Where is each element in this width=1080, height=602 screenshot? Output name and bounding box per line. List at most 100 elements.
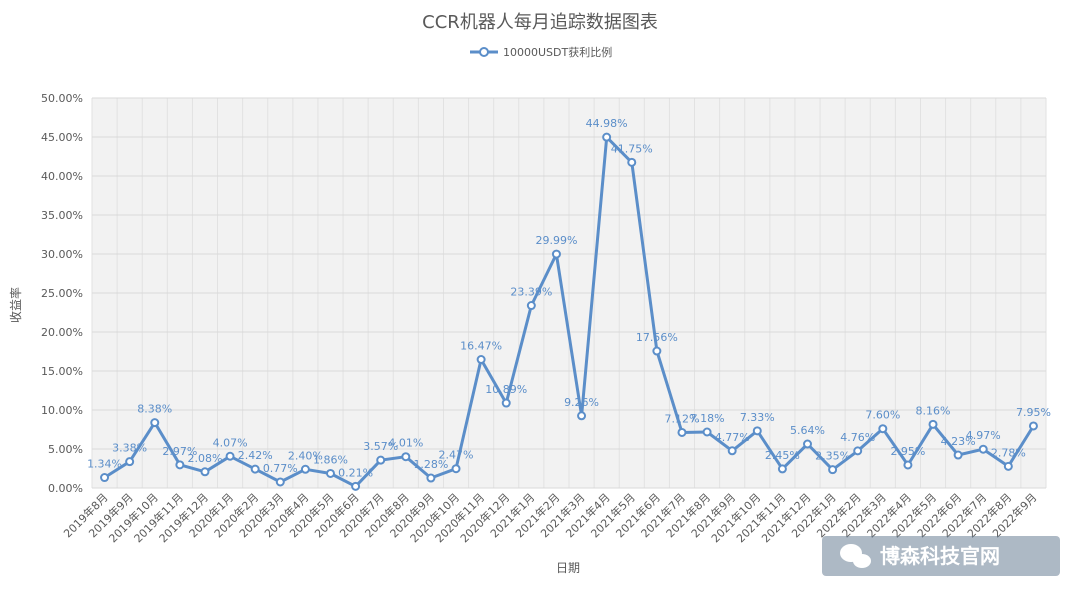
data-point <box>702 427 712 437</box>
data-point <box>803 439 812 449</box>
data-label: 4.01% <box>388 437 423 450</box>
y-tick-label: 50.00% <box>41 92 83 105</box>
data-point <box>250 464 260 474</box>
data-label: 2.95% <box>890 445 925 458</box>
data-label: 7.18% <box>690 412 725 425</box>
data-label: 23.39% <box>510 286 552 299</box>
data-point <box>828 465 838 475</box>
data-point <box>777 464 787 474</box>
data-label: 4.07% <box>213 436 248 449</box>
y-axis-title: 收益率 <box>8 287 23 323</box>
data-point <box>451 464 461 474</box>
data-point <box>602 132 612 142</box>
data-label: 4.23% <box>941 435 976 448</box>
data-point <box>1028 421 1038 431</box>
data-label: 4.76% <box>840 431 875 444</box>
y-tick-label: 0.00% <box>48 482 83 495</box>
data-point <box>100 473 110 483</box>
data-label: 2.40% <box>288 449 323 462</box>
y-tick-label: 20.00% <box>41 326 83 339</box>
data-label: 5.64% <box>790 424 825 437</box>
data-point <box>275 477 285 487</box>
data-label: 0.77% <box>263 462 298 475</box>
data-point <box>401 452 411 462</box>
chart-title: CCR机器人每月追踪数据图表 <box>422 12 658 33</box>
data-label: 41.75% <box>611 142 653 155</box>
data-point <box>853 446 863 456</box>
data-point <box>200 467 210 477</box>
watermark-backdrop <box>822 536 1060 576</box>
y-tick-label: 45.00% <box>41 131 83 144</box>
data-label: 17.56% <box>636 331 678 344</box>
data-label: 4.97% <box>966 429 1001 442</box>
data-point <box>426 473 436 483</box>
data-point <box>150 418 160 428</box>
data-point <box>953 450 963 460</box>
y-tick-label: 30.00% <box>41 248 83 261</box>
series-group <box>100 132 1038 491</box>
data-label: 2.35% <box>815 450 850 463</box>
data-point <box>351 481 361 491</box>
data-label: 9.26% <box>564 396 599 409</box>
data-point <box>577 411 587 421</box>
data-point <box>878 424 888 434</box>
y-tick-label: 40.00% <box>41 170 83 183</box>
data-label: 8.16% <box>916 404 951 417</box>
x-axis-title: 日期 <box>556 561 580 575</box>
legend-point-marker <box>479 47 489 57</box>
data-point <box>978 444 988 454</box>
y-tick-label: 5.00% <box>48 443 83 456</box>
data-point <box>903 460 913 470</box>
data-point <box>175 460 185 470</box>
data-label: 2.47% <box>439 449 474 462</box>
data-labels: 1.34% 3.38% 8.38% 2.97%2.08% 4.07%2.42%0.77%… <box>87 117 1051 479</box>
data-point <box>627 157 637 167</box>
legend-label: 10000USDT获利比例 <box>503 45 612 59</box>
data-point <box>300 464 310 474</box>
watermark: 博森科技官网 <box>822 536 1060 576</box>
series-line <box>103 135 1035 488</box>
wechat-icon <box>840 544 871 568</box>
y-tick-label: 25.00% <box>41 287 83 300</box>
data-label: 1.34% <box>87 458 122 471</box>
data-label: 0.21% <box>338 466 373 479</box>
y-tick-label: 15.00% <box>41 365 83 378</box>
data-label: 16.47% <box>460 340 502 353</box>
data-label: 4.77% <box>715 431 750 444</box>
data-point <box>1003 461 1013 471</box>
data-label: 1.86% <box>313 453 348 466</box>
data-label: 3.57% <box>363 440 398 453</box>
data-point <box>551 249 561 259</box>
data-label: 29.99% <box>535 234 577 247</box>
data-point <box>652 346 662 356</box>
data-point <box>526 301 536 311</box>
data-label: 1.28% <box>413 458 448 471</box>
data-point <box>501 398 511 408</box>
data-label: 7.95% <box>1016 406 1051 419</box>
data-label: 7.12% <box>664 412 699 425</box>
y-axis-ticks: 0.00% 5.00% 10.00% 15.00% 20.00% 25.00% 30.00%… <box>41 92 83 495</box>
data-point <box>376 455 386 465</box>
data-label: 7.33% <box>740 411 775 424</box>
data-label: 44.98% <box>586 117 628 130</box>
data-label: 3.38% <box>112 442 147 455</box>
data-point <box>125 457 135 467</box>
data-label: 2.78% <box>991 446 1026 459</box>
data-point <box>326 468 335 478</box>
data-label: 8.38% <box>137 403 172 416</box>
data-point <box>476 355 486 365</box>
y-tick-label: 35.00% <box>41 209 83 222</box>
data-point <box>928 419 938 429</box>
grid <box>91 97 1047 489</box>
data-point <box>752 426 762 436</box>
data-label: 2.45% <box>765 449 800 462</box>
watermark-text: 博森科技官网 <box>880 544 1000 568</box>
data-point <box>677 427 687 437</box>
data-label: 2.97% <box>162 445 197 458</box>
data-label: 10.89% <box>485 383 527 396</box>
data-label: 7.60% <box>865 409 900 422</box>
data-label: 2.42% <box>238 449 273 462</box>
y-tick-label: 10.00% <box>41 404 83 417</box>
legend: 10000USDT获利比例 <box>470 45 612 59</box>
